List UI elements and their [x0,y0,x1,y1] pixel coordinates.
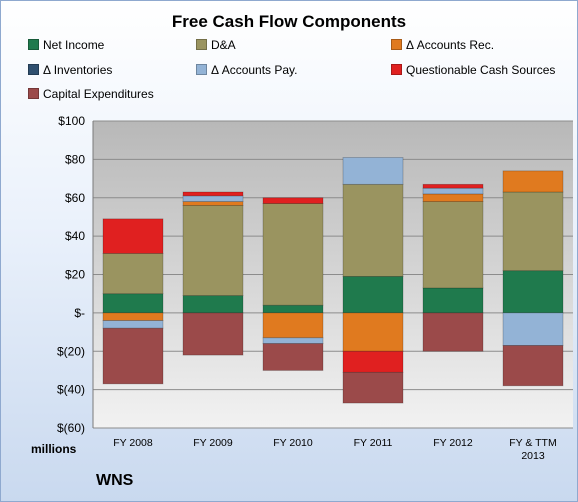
bar-segment [502,191,564,272]
legend-label: Δ Accounts Rec. [406,38,495,52]
bar-segment [102,252,164,295]
legend-item: Capital Expenditures [28,87,154,101]
legend-swatch [196,39,207,50]
bar-segment [262,203,324,306]
bar-segment [262,337,324,344]
y-tick-label: $- [74,306,85,320]
legend-swatch [391,39,402,50]
x-tick-label: FY 2009 [193,437,233,449]
bar-segment [102,327,164,385]
bar-segment [182,295,244,314]
bar-segment [502,312,564,346]
legend-label: Questionable Cash Sources [406,63,556,77]
bar-segment [422,183,484,189]
x-tick-label: FY 2011 [354,437,393,449]
bar-segment [182,195,244,202]
bar-segment [262,304,324,314]
bar-segment [342,183,404,277]
legend-item: Net Income [28,38,104,52]
legend-label: D&A [211,38,236,52]
bar-segment [342,157,404,185]
legend-swatch [28,88,39,99]
bar-segment [422,287,484,314]
bar-segment [342,350,404,373]
bar-segment [342,312,404,352]
legend-swatch [391,64,402,75]
x-tick-label: FY 2010 [273,437,313,449]
bar-segment [422,193,484,202]
bar-segment [262,312,324,339]
chart-title: Free Cash Flow Components [171,12,407,31]
x-tick-label: FY 2012 [433,437,473,449]
bar-segment [182,312,244,356]
y-tick-label: $(40) [57,383,85,397]
legend-label: Net Income [43,38,105,52]
y-tick-label: $20 [65,268,85,282]
legend-item: Questionable Cash Sources [391,63,555,77]
bar-segment [342,371,404,404]
legend-swatch [196,64,207,75]
legend-item: Δ Inventories [28,63,112,77]
bar-segment [182,205,244,297]
y-tick-label: $(60) [57,421,85,435]
legend-swatch [28,39,39,50]
legend-item: D&A [196,38,236,52]
bar-segment [422,312,484,352]
x-tick-label: FY 2008 [113,437,153,449]
legend-label: Δ Accounts Pay. [211,63,298,77]
bar-segment [502,345,564,387]
legend-label: Δ Inventories [43,63,113,77]
bar-segment [422,187,484,195]
bar-segment [262,343,324,371]
bar-segment [182,201,244,206]
bar-segment [342,276,404,314]
company-label: WNS [96,472,134,489]
bar-segment [102,293,164,314]
unit-label: millions [31,442,77,456]
y-tick-label: $40 [65,229,85,243]
legend-item: Δ Accounts Rec. [391,38,494,52]
bar-segment [102,312,164,321]
legend-item: Δ Accounts Pay. [196,63,298,77]
x-tick-label: FY & TTM 2013 [509,437,556,462]
y-tick-label: $60 [65,191,85,205]
bar-segment [502,170,564,193]
bar-segment [262,197,324,204]
y-tick-label: $(20) [57,344,85,358]
legend-label: Capital Expenditures [43,87,154,101]
bar-segment [502,270,564,314]
y-tick-label: $100 [58,114,85,128]
bar-segment [102,218,164,254]
legend-swatch [28,64,39,75]
bar-segment [102,320,164,329]
bar-segment [422,201,484,289]
bar-segment [182,191,244,197]
y-tick-label: $80 [65,152,85,166]
